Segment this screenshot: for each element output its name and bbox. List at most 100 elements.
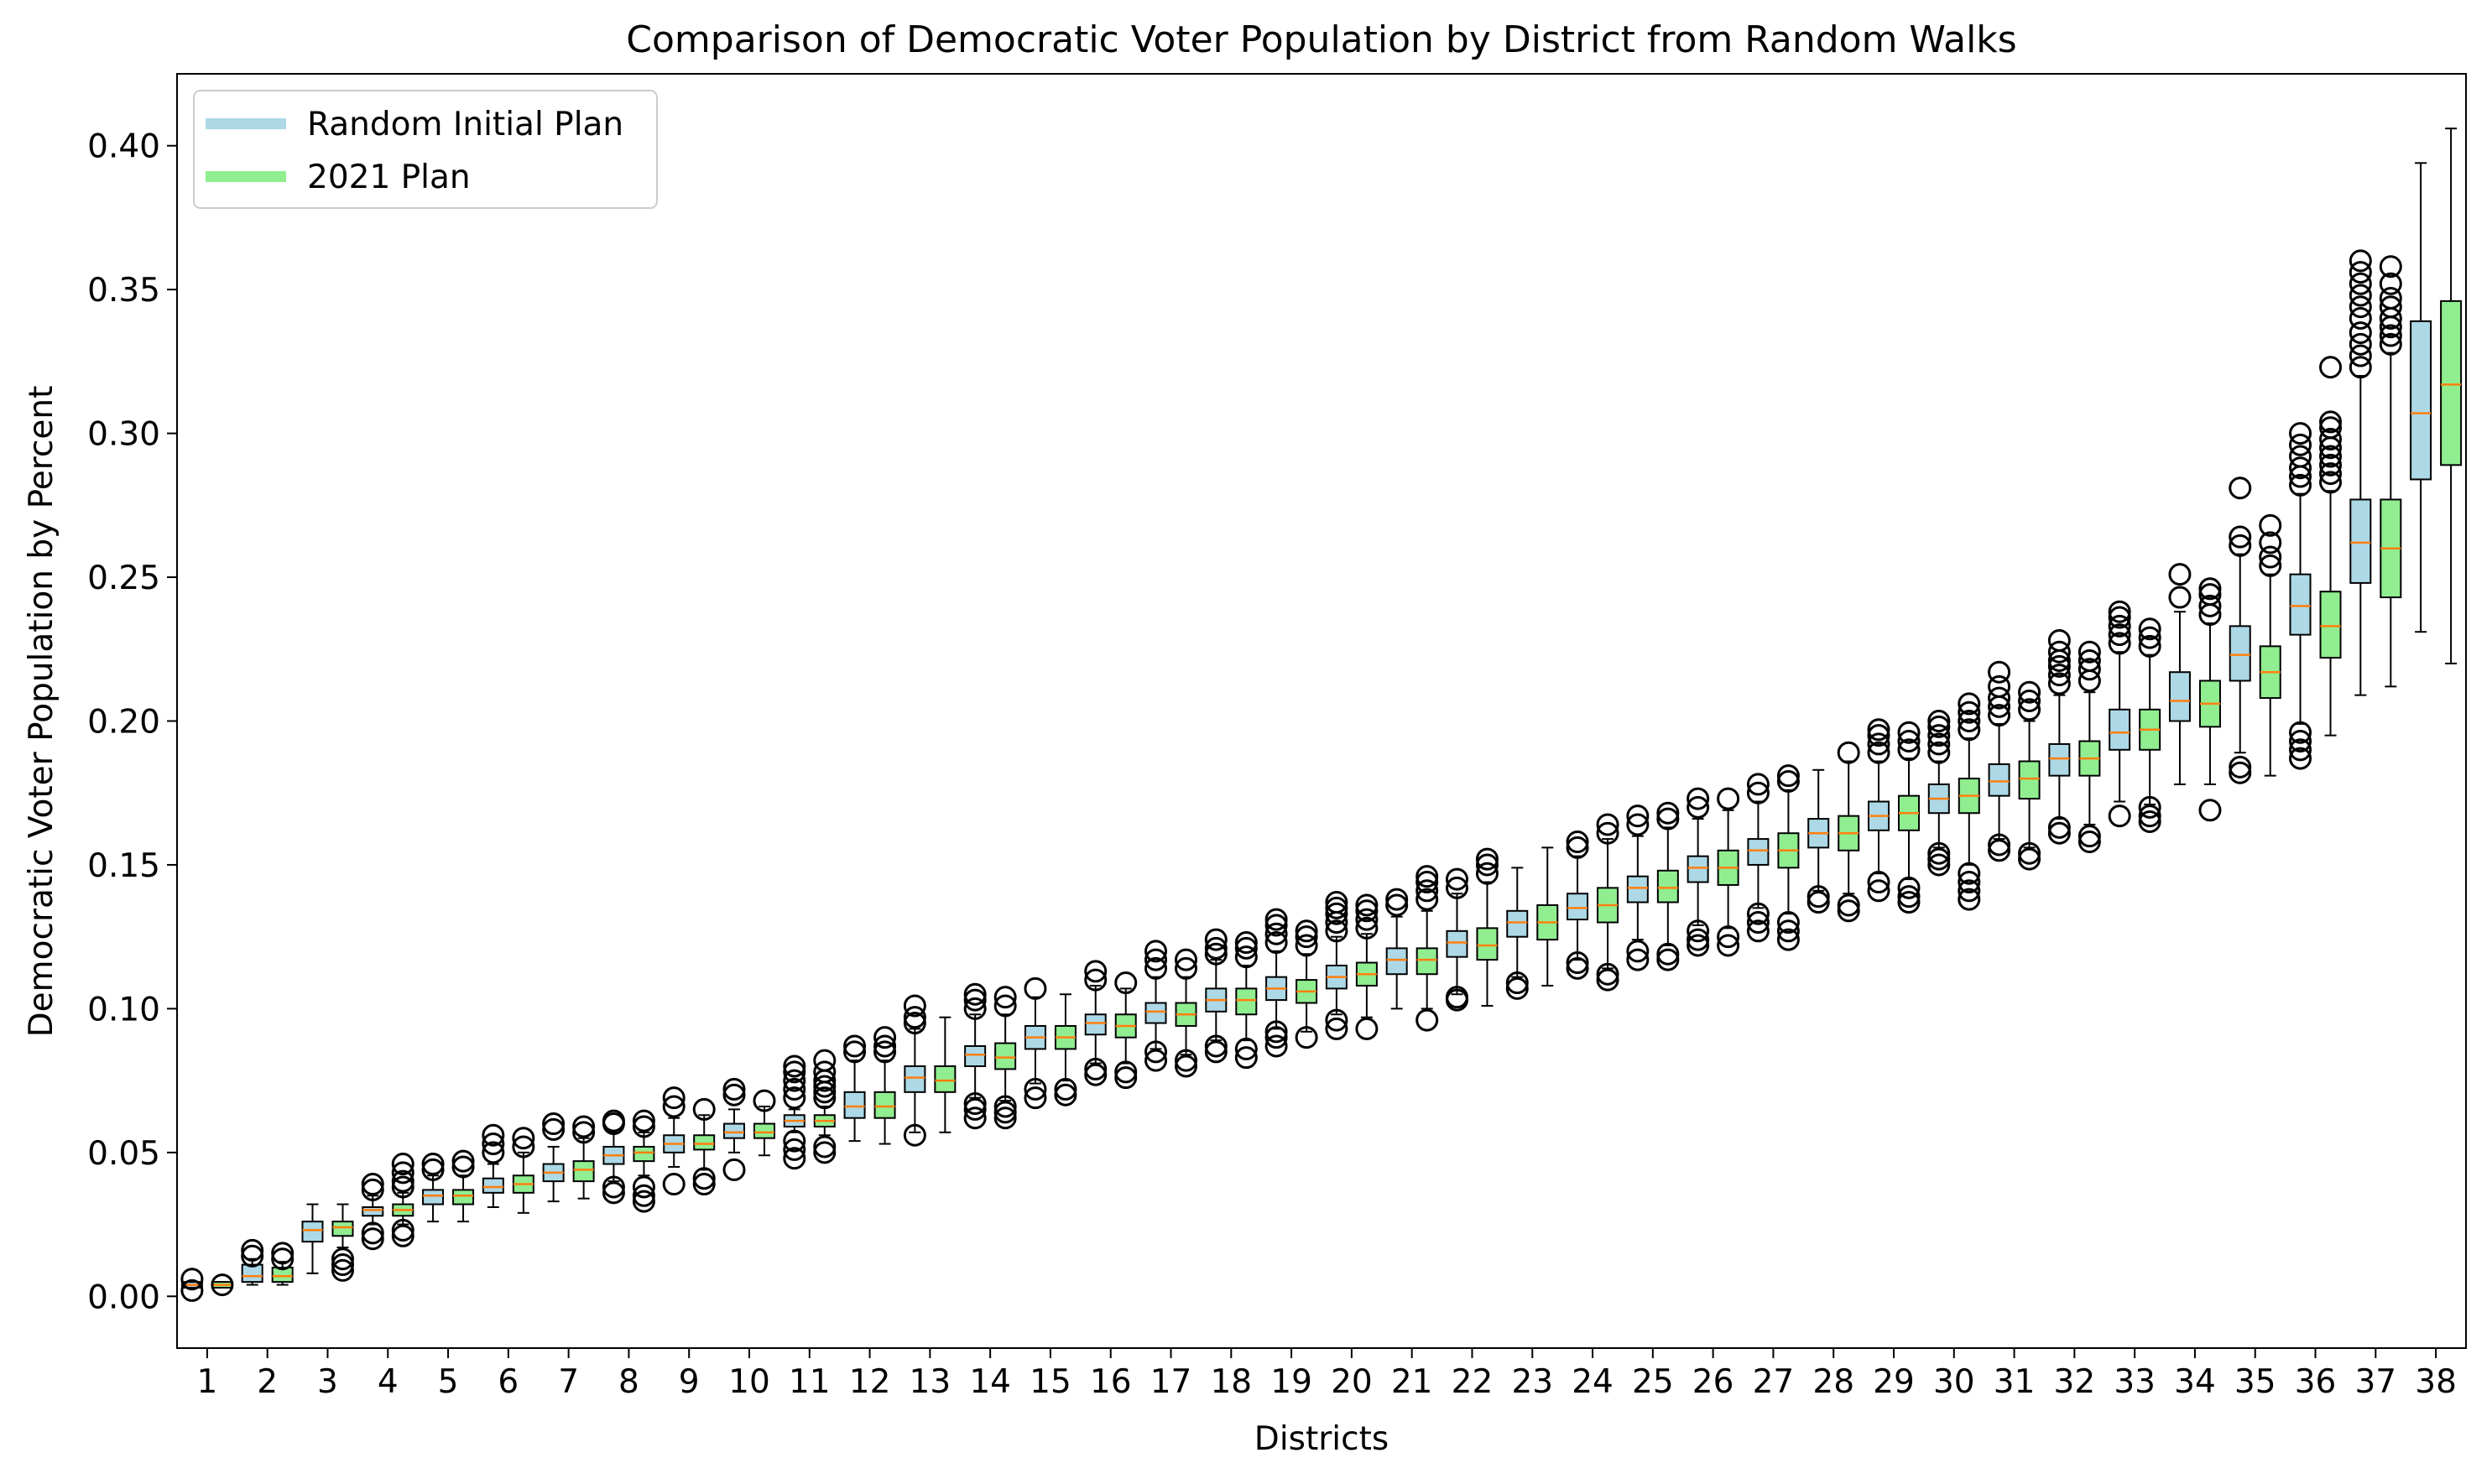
outlier-point xyxy=(1897,730,1921,753)
outlier-point xyxy=(1175,1049,1198,1072)
outlier-point xyxy=(1385,888,1409,911)
box-random-initial-plan-district-35 xyxy=(2229,476,2252,784)
outlier-point xyxy=(1897,891,1921,914)
box-random-initial-plan-district-9 xyxy=(662,1086,686,1196)
outlier-point xyxy=(2349,332,2372,356)
outlier-point xyxy=(1084,960,1108,983)
x-tick-label: 38 xyxy=(2415,1363,2457,1401)
outlier-point xyxy=(2047,821,2071,845)
outlier-point xyxy=(241,1244,264,1268)
outlier-point xyxy=(1958,718,1981,742)
outlier-point xyxy=(1837,741,1860,764)
outlier-point xyxy=(2349,295,2372,319)
outlier-point xyxy=(1355,1017,1379,1040)
box-body xyxy=(934,1065,957,1093)
outlier-point xyxy=(1626,804,1650,828)
x-tick-label: 29 xyxy=(1873,1363,1915,1401)
outlier-point xyxy=(2289,445,2312,468)
outlier-point xyxy=(1988,839,2011,862)
outlier-point xyxy=(1566,831,1589,854)
box-body xyxy=(301,1221,324,1243)
box-body xyxy=(2319,591,2342,659)
box-body xyxy=(964,1044,987,1067)
outlier-point xyxy=(2259,531,2282,555)
box-body xyxy=(2410,320,2432,481)
box-2021-plan-district-32 xyxy=(2078,640,2101,854)
box-random-initial-plan-district-37 xyxy=(2349,249,2372,696)
outlier-point xyxy=(1204,1034,1228,1058)
outlier-point xyxy=(1867,724,1890,747)
x-tick-label: 10 xyxy=(728,1363,770,1401)
box-random-initial-plan-district-25 xyxy=(1626,804,1650,971)
outlier-point xyxy=(2198,583,2222,607)
outlier-point xyxy=(2289,721,2312,744)
x-tick-label: 25 xyxy=(1632,1363,1674,1401)
outlier-point xyxy=(783,1138,806,1161)
outlier-point xyxy=(1475,853,1499,877)
outlier-point xyxy=(2168,563,2192,586)
outlier-point xyxy=(391,1161,414,1185)
outlier-point xyxy=(1927,732,1951,756)
box-2021-plan-district-7 xyxy=(572,1115,596,1200)
box-body xyxy=(2168,671,2191,722)
outlier-point xyxy=(2349,321,2372,345)
outlier-point xyxy=(1746,902,1770,925)
box-random-initial-plan-district-32 xyxy=(2047,628,2071,845)
outlier-point xyxy=(963,1092,987,1116)
outlier-point xyxy=(421,1158,445,1181)
outlier-point xyxy=(1264,1026,1288,1049)
chart-title: Comparison of Democratic Voter Populatio… xyxy=(626,18,2016,61)
outlier-point xyxy=(963,988,987,1012)
outlier-point xyxy=(1687,795,1710,819)
outlier-point xyxy=(1746,919,1770,943)
outlier-point xyxy=(2319,356,2343,379)
outlier-point xyxy=(2078,640,2101,664)
box-body xyxy=(633,1145,655,1163)
outlier-point xyxy=(180,1278,204,1302)
outlier-point xyxy=(783,1086,806,1110)
outlier-point xyxy=(482,1141,505,1164)
box-body xyxy=(1084,1013,1107,1036)
outlier-point xyxy=(1264,922,1288,945)
outlier-point xyxy=(963,1106,987,1130)
outlier-point xyxy=(1415,865,1439,888)
outlier-point xyxy=(2319,410,2343,434)
outlier-point xyxy=(2349,284,2372,307)
outlier-point xyxy=(1687,934,1710,957)
legend-swatch-random-initial-plan xyxy=(206,118,286,129)
outlier-point xyxy=(1204,936,1228,960)
box-2021-plan-district-27 xyxy=(1776,764,1800,951)
y-tick-label: 0.10 xyxy=(87,991,160,1028)
outlier-point xyxy=(361,1178,384,1201)
outlier-point xyxy=(2229,755,2252,778)
box-random-initial-plan-district-24 xyxy=(1566,831,1589,980)
outlier-point xyxy=(1596,968,1619,992)
x-tick-label: 7 xyxy=(558,1363,579,1401)
outlier-point xyxy=(722,1077,746,1101)
outlier-point xyxy=(2138,810,2161,834)
box-random-initial-plan-district-14 xyxy=(963,982,987,1130)
outlier-point xyxy=(1927,724,1951,747)
box-body xyxy=(2018,760,2041,800)
outlier-point xyxy=(1897,876,1921,899)
outlier-point xyxy=(1264,1020,1288,1044)
box-random-initial-plan-district-2 xyxy=(241,1238,264,1286)
outlier-point xyxy=(632,1190,655,1213)
outlier-point xyxy=(2289,456,2312,480)
box-body xyxy=(1687,855,1709,883)
outlier-point xyxy=(1927,715,1951,738)
box-2021-plan-district-36 xyxy=(2319,356,2343,737)
x-tick-label: 21 xyxy=(1391,1363,1433,1401)
box-2021-plan-district-16 xyxy=(1114,971,1138,1090)
box-body xyxy=(2229,625,2251,682)
x-tick-label: 12 xyxy=(849,1363,891,1401)
outlier-point xyxy=(391,1218,414,1242)
x-tick-label: 36 xyxy=(2295,1363,2337,1401)
outlier-point xyxy=(873,1040,897,1064)
outlier-point xyxy=(1897,885,1921,909)
outlier-point xyxy=(1566,951,1589,975)
outlier-point xyxy=(1596,962,1619,986)
box-random-initial-plan-district-18 xyxy=(1204,928,1228,1064)
outlier-point xyxy=(632,1184,655,1207)
